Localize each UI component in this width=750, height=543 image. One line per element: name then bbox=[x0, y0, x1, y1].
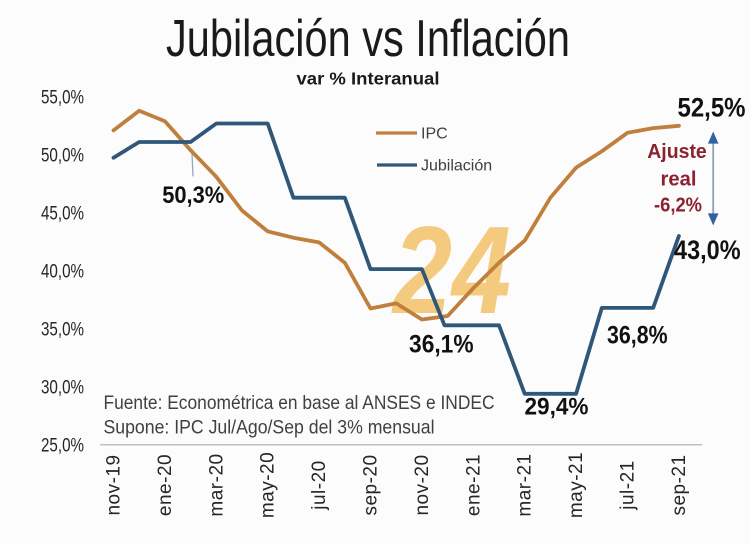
svg-text:ene-21: ene-21 bbox=[463, 454, 484, 516]
svg-text:ene-20: ene-20 bbox=[155, 454, 176, 516]
svg-text:sep-20: sep-20 bbox=[361, 454, 382, 515]
svg-text:25,0%: 25,0% bbox=[41, 435, 84, 456]
svg-text:50,3%: 50,3% bbox=[162, 182, 224, 209]
svg-text:may-20: may-20 bbox=[258, 452, 279, 518]
svg-text:55,0%: 55,0% bbox=[41, 87, 84, 108]
svg-text:43,0%: 43,0% bbox=[674, 235, 741, 265]
svg-text:jul-20: jul-20 bbox=[309, 460, 330, 510]
svg-text:50,0%: 50,0% bbox=[41, 145, 84, 166]
svg-text:36,1%: 36,1% bbox=[409, 331, 474, 359]
svg-text:sep-21: sep-21 bbox=[669, 454, 690, 515]
svg-text:35,0%: 35,0% bbox=[41, 319, 84, 340]
svg-text:real: real bbox=[661, 169, 697, 191]
svg-text:Jubilación vs Inflación: Jubilación vs Inflación bbox=[166, 10, 570, 68]
svg-text:var % Interanual: var % Interanual bbox=[297, 69, 440, 89]
svg-text:52,5%: 52,5% bbox=[678, 93, 746, 123]
svg-text:nov-19: nov-19 bbox=[104, 454, 125, 515]
svg-text:40,0%: 40,0% bbox=[41, 261, 84, 282]
svg-text:Fuente: Econométrica en base a: Fuente: Econométrica en base al ANSES e … bbox=[104, 393, 495, 414]
svg-text:mar-21: mar-21 bbox=[515, 453, 536, 516]
svg-text:45,0%: 45,0% bbox=[41, 203, 84, 224]
svg-text:may-21: may-21 bbox=[566, 452, 587, 518]
svg-text:36,8%: 36,8% bbox=[607, 322, 668, 350]
svg-text:Ajuste: Ajuste bbox=[647, 141, 707, 163]
svg-text:Jubilación: Jubilación bbox=[421, 158, 492, 175]
svg-text:jul-21: jul-21 bbox=[618, 460, 639, 510]
svg-text:30,0%: 30,0% bbox=[41, 377, 84, 398]
svg-text:mar-20: mar-20 bbox=[206, 453, 227, 516]
svg-text:nov-20: nov-20 bbox=[412, 454, 433, 515]
svg-text:Supone: IPC Jul/Ago/Sep del: Supone: IPC Jul/Ago/Sep del 3% mensual bbox=[104, 418, 435, 439]
svg-text:-6,2%: -6,2% bbox=[654, 195, 702, 217]
svg-text:29,4%: 29,4% bbox=[525, 394, 589, 421]
svg-text:IPC: IPC bbox=[421, 126, 448, 143]
